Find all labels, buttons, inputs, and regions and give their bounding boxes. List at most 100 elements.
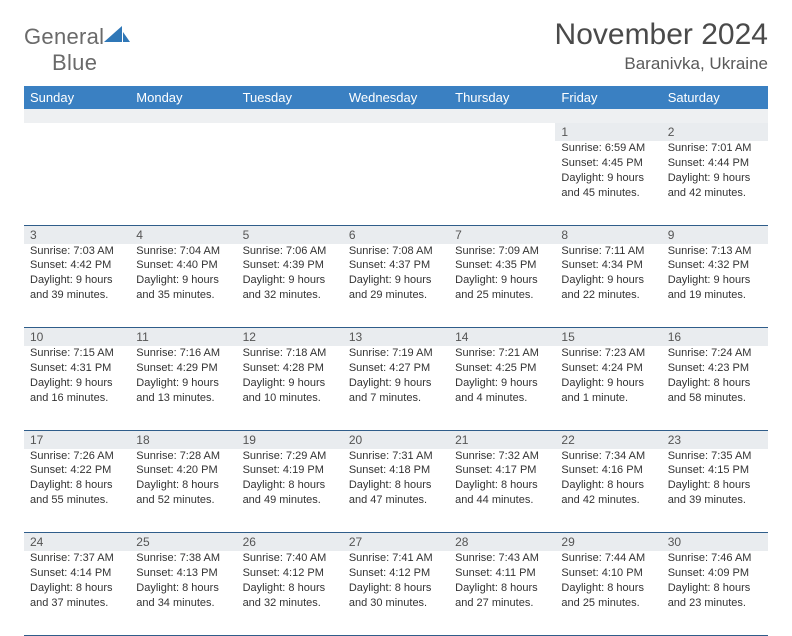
day-cell: Sunrise: 6:59 AMSunset: 4:45 PMDaylight:… bbox=[555, 141, 661, 225]
day-number: 12 bbox=[237, 328, 343, 347]
day-cell: Sunrise: 7:11 AMSunset: 4:34 PMDaylight:… bbox=[555, 244, 661, 328]
sunset-text: Sunset: 4:10 PM bbox=[561, 566, 655, 581]
day-number bbox=[237, 123, 343, 141]
day-cell: Sunrise: 7:18 AMSunset: 4:28 PMDaylight:… bbox=[237, 346, 343, 430]
daylight-text-1: Daylight: 8 hours bbox=[349, 478, 443, 493]
day-number: 5 bbox=[237, 225, 343, 244]
week-row: Sunrise: 7:26 AMSunset: 4:22 PMDaylight:… bbox=[24, 449, 768, 533]
day-cell: Sunrise: 7:13 AMSunset: 4:32 PMDaylight:… bbox=[662, 244, 768, 328]
daylight-text-1: Daylight: 8 hours bbox=[668, 478, 762, 493]
daylight-text-1: Daylight: 9 hours bbox=[668, 273, 762, 288]
day-number: 1 bbox=[555, 123, 661, 141]
daylight-text-2: and 23 minutes. bbox=[668, 596, 762, 611]
daylight-text-1: Daylight: 9 hours bbox=[349, 376, 443, 391]
daylight-text-2: and 4 minutes. bbox=[455, 391, 549, 406]
day-number: 26 bbox=[237, 533, 343, 552]
weekday-header: Monday bbox=[130, 86, 236, 109]
day-number: 3 bbox=[24, 225, 130, 244]
daylight-text-2: and 29 minutes. bbox=[349, 288, 443, 303]
day-cell: Sunrise: 7:23 AMSunset: 4:24 PMDaylight:… bbox=[555, 346, 661, 430]
daylight-text-1: Daylight: 9 hours bbox=[243, 273, 337, 288]
daylight-text-1: Daylight: 9 hours bbox=[30, 376, 124, 391]
daylight-text-2: and 10 minutes. bbox=[243, 391, 337, 406]
weekday-header-row: Sunday Monday Tuesday Wednesday Thursday… bbox=[24, 86, 768, 109]
daylight-text-2: and 32 minutes. bbox=[243, 596, 337, 611]
day-number: 7 bbox=[449, 225, 555, 244]
calendar-table: Sunday Monday Tuesday Wednesday Thursday… bbox=[24, 86, 768, 636]
day-cell: Sunrise: 7:01 AMSunset: 4:44 PMDaylight:… bbox=[662, 141, 768, 225]
day-cell: Sunrise: 7:04 AMSunset: 4:40 PMDaylight:… bbox=[130, 244, 236, 328]
day-number: 2 bbox=[662, 123, 768, 141]
daylight-text-1: Daylight: 9 hours bbox=[561, 273, 655, 288]
daylight-text-1: Daylight: 8 hours bbox=[30, 581, 124, 596]
brand-name-a: General bbox=[24, 24, 104, 49]
sunset-text: Sunset: 4:31 PM bbox=[30, 361, 124, 376]
day-number: 10 bbox=[24, 328, 130, 347]
day-cell: Sunrise: 7:34 AMSunset: 4:16 PMDaylight:… bbox=[555, 449, 661, 533]
daynum-row: 17181920212223 bbox=[24, 430, 768, 449]
brand-sail-icon bbox=[104, 26, 130, 44]
daynum-row: 3456789 bbox=[24, 225, 768, 244]
sunrise-text: Sunrise: 7:46 AM bbox=[668, 551, 762, 566]
sunrise-text: Sunrise: 7:32 AM bbox=[455, 449, 549, 464]
day-cell: Sunrise: 7:29 AMSunset: 4:19 PMDaylight:… bbox=[237, 449, 343, 533]
day-number: 29 bbox=[555, 533, 661, 552]
day-number bbox=[449, 123, 555, 141]
day-number: 15 bbox=[555, 328, 661, 347]
sunrise-text: Sunrise: 7:35 AM bbox=[668, 449, 762, 464]
sunset-text: Sunset: 4:19 PM bbox=[243, 463, 337, 478]
daylight-text-2: and 42 minutes. bbox=[668, 186, 762, 201]
day-number: 21 bbox=[449, 430, 555, 449]
sunrise-text: Sunrise: 7:16 AM bbox=[136, 346, 230, 361]
daylight-text-1: Daylight: 9 hours bbox=[668, 171, 762, 186]
day-number: 8 bbox=[555, 225, 661, 244]
sunset-text: Sunset: 4:17 PM bbox=[455, 463, 549, 478]
sunset-text: Sunset: 4:13 PM bbox=[136, 566, 230, 581]
sunrise-text: Sunrise: 7:44 AM bbox=[561, 551, 655, 566]
day-cell: Sunrise: 7:06 AMSunset: 4:39 PMDaylight:… bbox=[237, 244, 343, 328]
day-number: 28 bbox=[449, 533, 555, 552]
daylight-text-2: and 22 minutes. bbox=[561, 288, 655, 303]
day-number: 4 bbox=[130, 225, 236, 244]
sunset-text: Sunset: 4:20 PM bbox=[136, 463, 230, 478]
sunrise-text: Sunrise: 7:34 AM bbox=[561, 449, 655, 464]
day-cell: Sunrise: 7:41 AMSunset: 4:12 PMDaylight:… bbox=[343, 551, 449, 635]
day-cell: Sunrise: 7:19 AMSunset: 4:27 PMDaylight:… bbox=[343, 346, 449, 430]
sunrise-text: Sunrise: 7:29 AM bbox=[243, 449, 337, 464]
sunrise-text: Sunrise: 7:11 AM bbox=[561, 244, 655, 259]
sunset-text: Sunset: 4:09 PM bbox=[668, 566, 762, 581]
sunset-text: Sunset: 4:37 PM bbox=[349, 258, 443, 273]
sunset-text: Sunset: 4:12 PM bbox=[349, 566, 443, 581]
day-cell bbox=[343, 141, 449, 225]
day-number: 22 bbox=[555, 430, 661, 449]
day-cell: Sunrise: 7:38 AMSunset: 4:13 PMDaylight:… bbox=[130, 551, 236, 635]
sunset-text: Sunset: 4:23 PM bbox=[668, 361, 762, 376]
sunset-text: Sunset: 4:35 PM bbox=[455, 258, 549, 273]
day-number: 13 bbox=[343, 328, 449, 347]
sunrise-text: Sunrise: 7:37 AM bbox=[30, 551, 124, 566]
brand-title: General Blue bbox=[24, 24, 130, 76]
daylight-text-1: Daylight: 9 hours bbox=[561, 171, 655, 186]
sunrise-text: Sunrise: 7:03 AM bbox=[30, 244, 124, 259]
day-cell bbox=[237, 141, 343, 225]
day-cell: Sunrise: 7:40 AMSunset: 4:12 PMDaylight:… bbox=[237, 551, 343, 635]
day-number: 18 bbox=[130, 430, 236, 449]
sunrise-text: Sunrise: 7:23 AM bbox=[561, 346, 655, 361]
day-number: 25 bbox=[130, 533, 236, 552]
sunrise-text: Sunrise: 7:13 AM bbox=[668, 244, 762, 259]
day-number: 14 bbox=[449, 328, 555, 347]
daylight-text-1: Daylight: 9 hours bbox=[349, 273, 443, 288]
day-cell: Sunrise: 7:09 AMSunset: 4:35 PMDaylight:… bbox=[449, 244, 555, 328]
daylight-text-1: Daylight: 8 hours bbox=[668, 581, 762, 596]
daylight-text-1: Daylight: 9 hours bbox=[455, 376, 549, 391]
sunrise-text: Sunrise: 7:01 AM bbox=[668, 141, 762, 156]
day-cell bbox=[449, 141, 555, 225]
sunset-text: Sunset: 4:14 PM bbox=[30, 566, 124, 581]
sunset-text: Sunset: 4:45 PM bbox=[561, 156, 655, 171]
day-cell: Sunrise: 7:28 AMSunset: 4:20 PMDaylight:… bbox=[130, 449, 236, 533]
sunset-text: Sunset: 4:16 PM bbox=[561, 463, 655, 478]
sunrise-text: Sunrise: 7:08 AM bbox=[349, 244, 443, 259]
sunset-text: Sunset: 4:27 PM bbox=[349, 361, 443, 376]
title-block: November 2024 Baranivka, Ukraine bbox=[555, 18, 768, 74]
daylight-text-1: Daylight: 8 hours bbox=[668, 376, 762, 391]
